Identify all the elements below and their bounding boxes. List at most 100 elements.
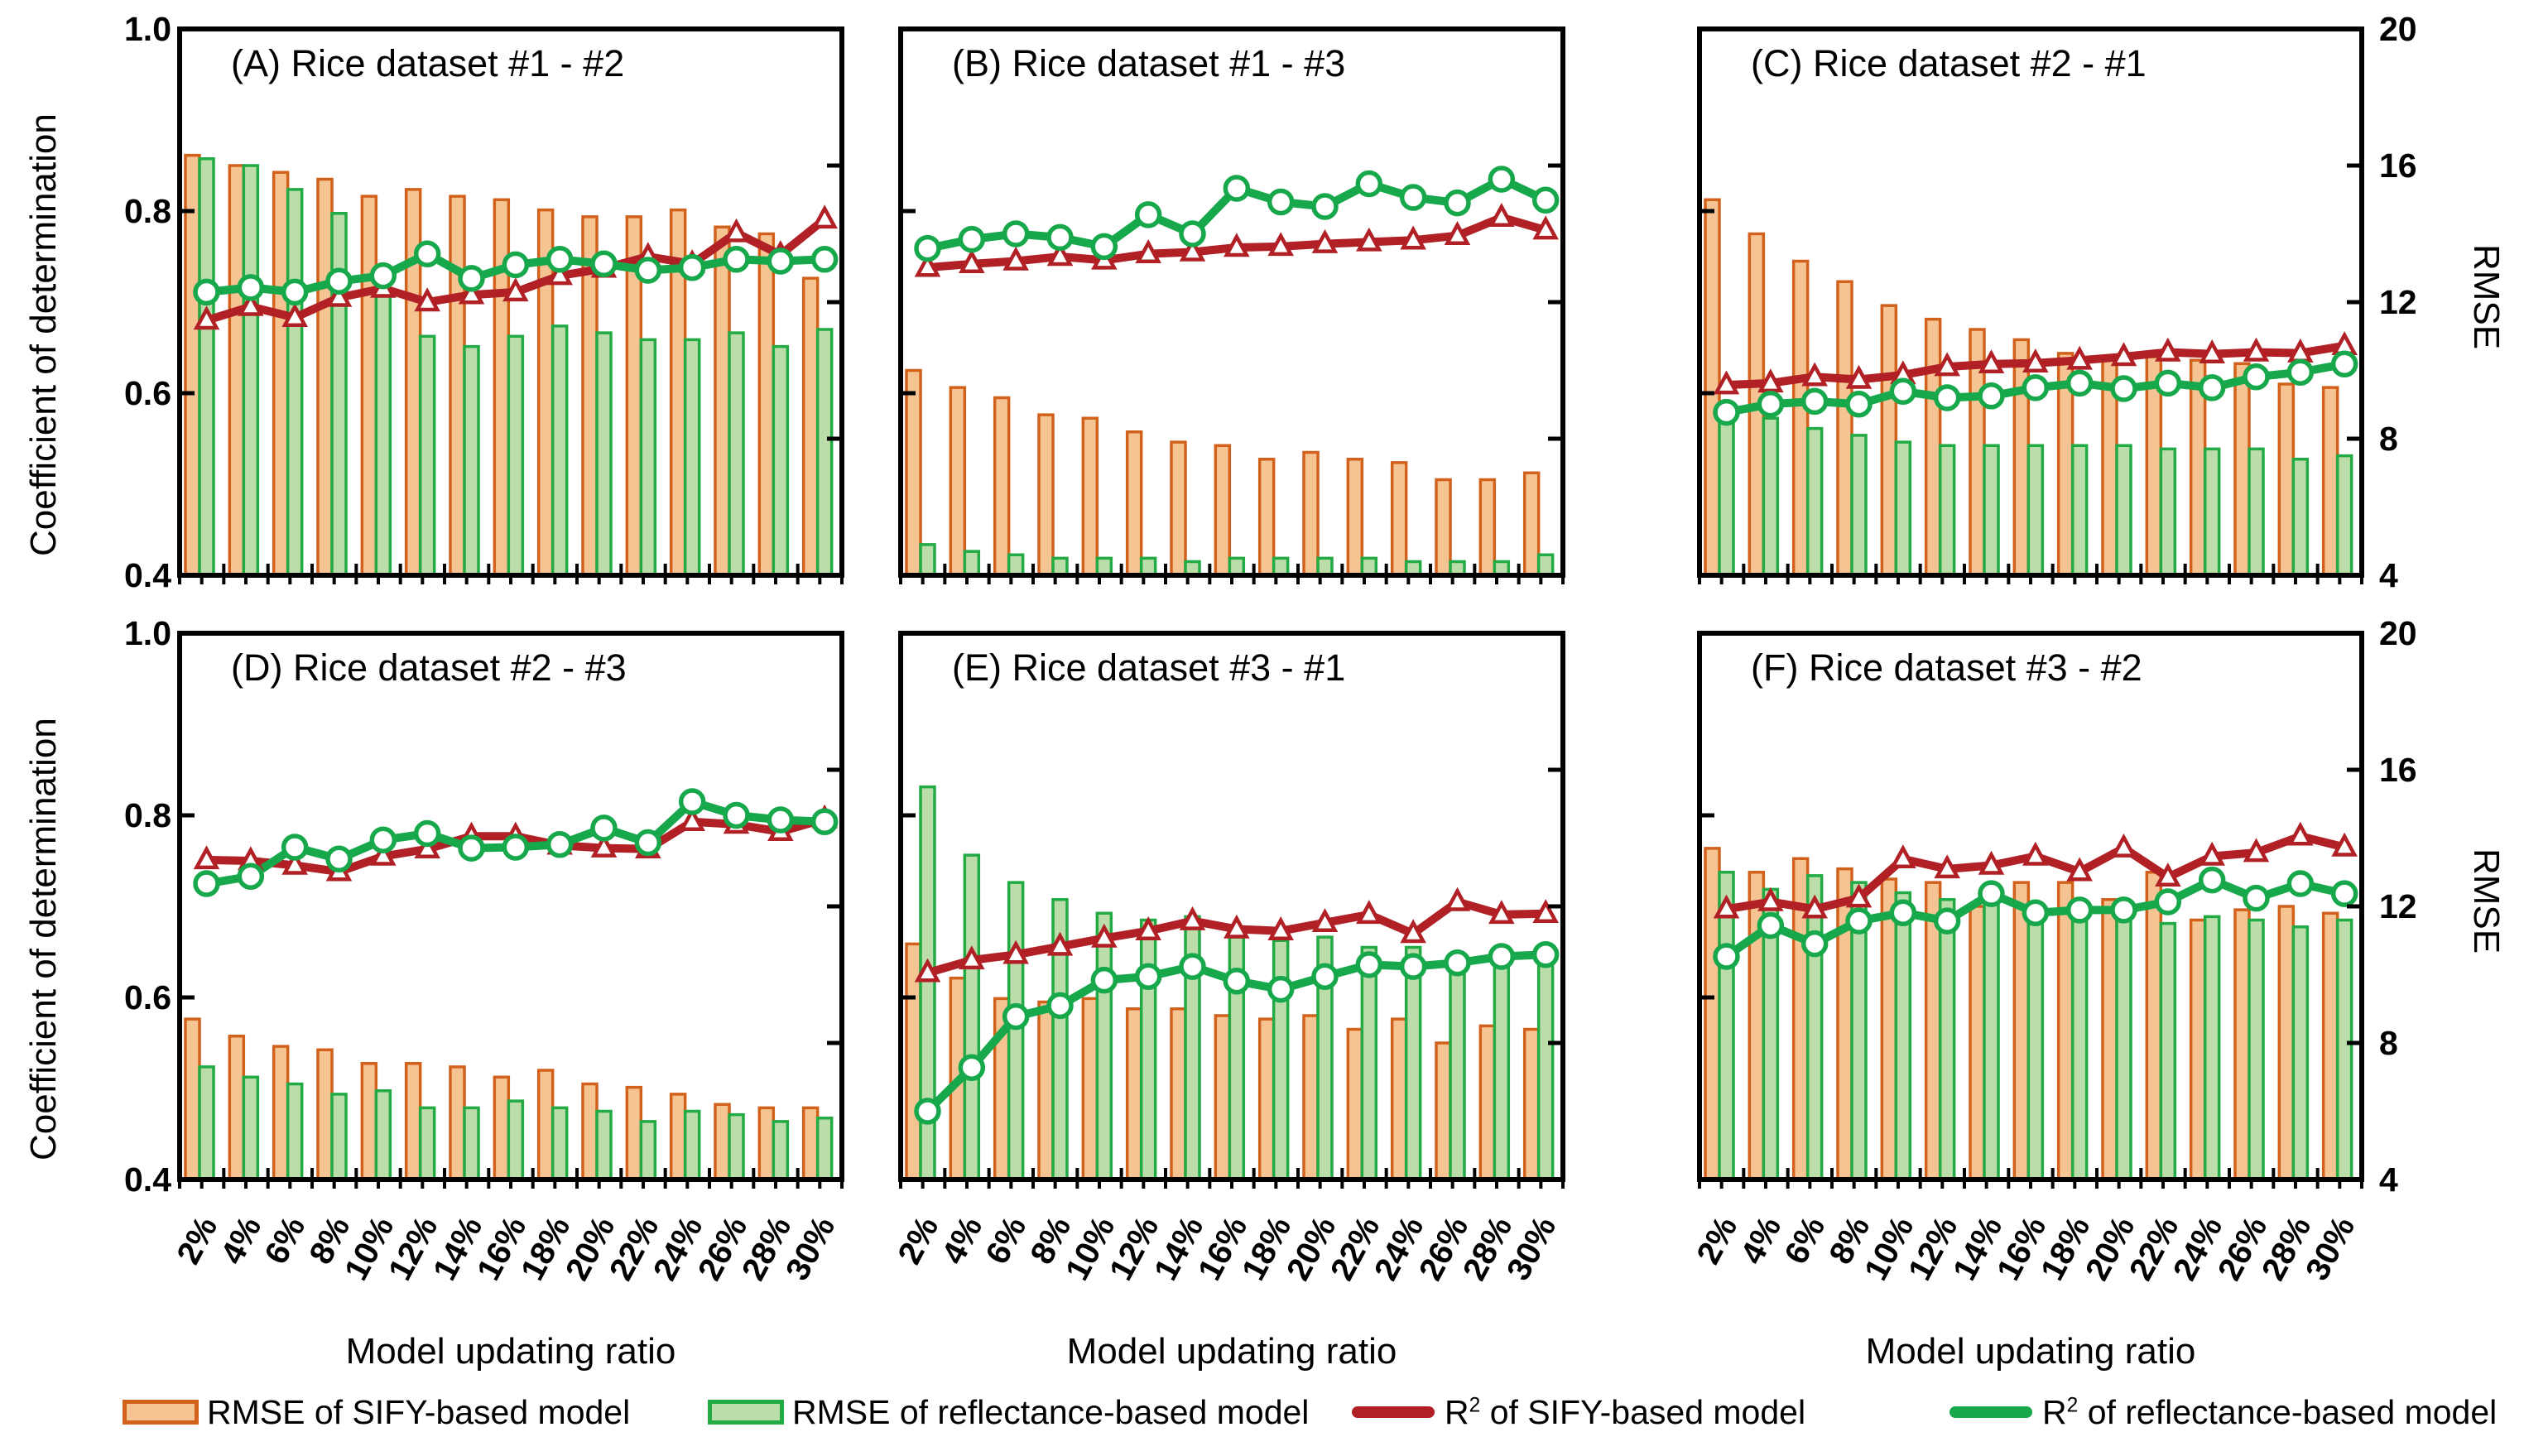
marker-triangle-r2-sify	[1713, 370, 1740, 395]
marker-circle-r2-reflectance	[1800, 387, 1829, 416]
marker-triangle-r2-sify	[2287, 821, 2314, 846]
bar-rmse-sify	[1704, 847, 1721, 1181]
bar-rmse-sify	[1522, 1027, 1541, 1181]
left-tick-label: 1.0	[124, 614, 171, 652]
marker-circle-r2-reflectance	[1223, 175, 1251, 202]
marker-triangle-r2-sify	[1400, 225, 1426, 250]
marker-triangle-r2-sify	[502, 277, 529, 302]
marker-circle-r2-reflectance	[458, 834, 485, 862]
left-tick-label: 0.6	[124, 978, 171, 1016]
orange-bar-swatch-icon	[123, 1400, 199, 1425]
marker-triangle-r2-sify	[1444, 221, 1471, 245]
green-line-swatch-icon	[1949, 1406, 2032, 1418]
chart-canvas-e	[898, 631, 1565, 1189]
marker-circle-r2-reflectance	[237, 863, 265, 890]
bar-rmse-sify	[993, 396, 1011, 577]
marker-circle-r2-reflectance	[1002, 220, 1030, 247]
marker-circle-r2-reflectance	[1134, 201, 1162, 228]
bar-rmse-sify	[1214, 1014, 1232, 1181]
marker-triangle-r2-sify	[914, 252, 941, 277]
bar-rmse-reflectance	[1139, 918, 1157, 1181]
marker-circle-r2-reflectance	[2154, 369, 2182, 397]
bar-rmse-sify	[184, 1017, 201, 1181]
bar-rmse-reflectance	[1095, 911, 1113, 1181]
bar-rmse-sify	[1037, 413, 1055, 577]
bar-rmse-reflectance	[595, 331, 613, 577]
bar-rmse-reflectance	[1938, 898, 1956, 1181]
bar-rmse-sify	[949, 386, 967, 577]
bar-rmse-reflectance	[2248, 918, 2265, 1181]
bar-rmse-sify	[1880, 877, 1898, 1181]
bar-rmse-reflectance	[330, 212, 348, 577]
bar-rmse-sify	[669, 1093, 687, 1181]
bar-rmse-reflectance	[919, 543, 936, 577]
marker-triangle-r2-sify	[2199, 841, 2225, 866]
bar-rmse-sify	[536, 1069, 555, 1181]
marker-circle-r2-reflectance	[281, 278, 309, 306]
bar-rmse-reflectance	[242, 1075, 260, 1181]
marker-circle-r2-reflectance	[2110, 375, 2137, 402]
marker-circle-r2-reflectance	[546, 830, 574, 858]
bar-rmse-reflectance	[1228, 556, 1246, 577]
bar-rmse-reflectance	[1139, 556, 1157, 577]
marker-triangle-r2-sify	[1356, 900, 1382, 925]
marker-triangle-r2-sify	[1488, 900, 1515, 925]
bar-rmse-reflectance	[2159, 447, 2177, 577]
legend-item-r2-sify: R2 of SIFY-based model	[1352, 1391, 1805, 1434]
marker-circle-r2-reflectance	[1978, 382, 2005, 410]
bar-rmse-reflectance	[2115, 908, 2132, 1181]
marker-triangle-r2-sify	[2022, 348, 2049, 372]
bar-rmse-reflectance	[1718, 416, 1735, 577]
bar-rmse-sify	[1435, 1041, 1452, 1181]
marker-circle-r2-reflectance	[193, 278, 220, 306]
bar-rmse-sify	[272, 1045, 290, 1181]
marker-circle-r2-reflectance	[590, 814, 618, 842]
marker-triangle-r2-sify	[325, 282, 353, 307]
bar-rmse-sify	[1390, 1017, 1408, 1181]
bar-rmse-sify	[493, 1075, 511, 1181]
marker-circle-r2-reflectance	[914, 1098, 941, 1125]
left-axis-title-row2: Coefficient of determination	[23, 718, 64, 1160]
left-axis-title-row1: Coefficient of determination	[23, 113, 64, 556]
marker-triangle-r2-sify	[2331, 331, 2358, 356]
bar-rmse-reflectance	[463, 1106, 480, 1181]
bar-rmse-reflectance	[550, 1106, 569, 1181]
bar-rmse-reflectance	[1536, 949, 1555, 1181]
marker-circle-r2-reflectance	[958, 1054, 986, 1081]
marker-circle-r2-reflectance	[502, 834, 530, 861]
marker-circle-r2-reflectance	[1845, 390, 1873, 418]
plot-box	[898, 26, 1565, 578]
bar-rmse-sify	[1346, 1027, 1364, 1181]
bar-rmse-reflectance	[963, 853, 981, 1181]
marker-triangle-r2-sify	[1135, 916, 1161, 940]
marker-triangle-r2-sify	[959, 249, 985, 274]
bar-rmse-sify	[1880, 304, 1898, 577]
marker-circle-r2-reflectance	[2065, 369, 2094, 397]
marker-circle-r2-reflectance	[2330, 350, 2358, 378]
marker-triangle-r2-sify	[1845, 883, 1873, 908]
left-tick-label: 0.4	[124, 1160, 171, 1199]
subplot-a: (A) Rice dataset #1 - #2	[177, 26, 844, 584]
bar-rmse-sify	[2277, 905, 2296, 1181]
bar-rmse-sify	[1478, 478, 1497, 577]
bar-rmse-sify	[360, 195, 378, 577]
marker-triangle-r2-sify	[2066, 857, 2093, 882]
bar-rmse-sify	[2012, 881, 2031, 1181]
marker-circle-r2-reflectance	[1355, 170, 1383, 198]
marker-triangle-r2-sify	[1046, 242, 1074, 267]
bar-rmse-sify	[1170, 440, 1187, 577]
bar-rmse-sify	[2101, 898, 2118, 1181]
bar-rmse-sify	[2145, 871, 2163, 1181]
marker-triangle-r2-sify	[238, 291, 264, 316]
bar-rmse-reflectance	[2159, 921, 2177, 1181]
marker-triangle-r2-sify	[1267, 916, 1294, 940]
marker-circle-r2-reflectance	[2330, 880, 2358, 907]
marker-triangle-r2-sify	[590, 833, 618, 858]
marker-triangle-r2-sify	[2243, 838, 2270, 863]
left-tick-label: 0.8	[124, 796, 171, 834]
bar-rmse-reflectance	[1007, 553, 1025, 577]
marker-triangle-r2-sify	[2066, 345, 2093, 370]
plot-box	[1697, 631, 2364, 1182]
bar-rmse-reflectance	[639, 338, 657, 577]
left-tick-label: 0.6	[124, 374, 171, 412]
